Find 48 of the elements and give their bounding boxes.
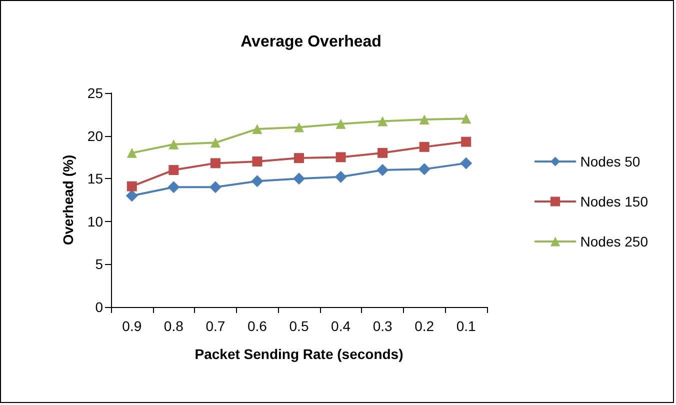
point <box>251 175 264 188</box>
y-tick-label: 5 <box>95 256 104 272</box>
x-tick-label: 0.1 <box>456 318 476 334</box>
point <box>294 153 304 164</box>
point <box>378 116 388 126</box>
y-tick-label: 0 <box>95 299 104 315</box>
point <box>418 163 430 176</box>
point <box>126 181 137 192</box>
chart-title: Average Overhead <box>240 34 382 50</box>
point <box>419 142 430 152</box>
x-tick-label: 0.3 <box>372 318 392 334</box>
point <box>210 158 220 168</box>
point <box>168 165 179 176</box>
legend-label: Nodes 50 <box>580 154 640 170</box>
y-tick-label: 15 <box>87 170 104 187</box>
point <box>376 164 389 176</box>
point <box>168 139 179 150</box>
point <box>210 138 220 148</box>
point <box>126 148 137 158</box>
point <box>461 114 472 124</box>
point <box>294 122 304 132</box>
y-tick-label: 20 <box>87 128 104 144</box>
point <box>336 118 346 129</box>
point <box>252 124 262 134</box>
point <box>460 157 472 170</box>
x-tick-label: 0.8 <box>164 318 184 334</box>
x-tick-label: 0.7 <box>206 318 226 334</box>
x-tick-label: 0.6 <box>247 318 268 334</box>
point <box>334 170 347 183</box>
y-tick-label: 25 <box>87 85 104 101</box>
point <box>378 148 388 158</box>
point <box>336 152 346 162</box>
point <box>293 172 305 185</box>
y-tick-label: 10 <box>87 213 104 230</box>
y-axis-title: Overhead (%) <box>60 154 76 246</box>
x-tick-label: 0.2 <box>414 318 434 334</box>
point <box>209 181 222 194</box>
x-tick-label: 0.4 <box>331 318 351 334</box>
legend-label: Nodes 250 <box>580 234 648 250</box>
point <box>126 190 138 202</box>
legend-label: Nodes 150 <box>580 194 648 210</box>
x-tick-label: 0.9 <box>122 318 142 334</box>
point <box>168 181 180 194</box>
x-tick-label: 0.5 <box>289 318 309 334</box>
x-axis-title: Packet Sending Rate (seconds) <box>194 346 404 362</box>
point <box>419 114 430 125</box>
point <box>252 156 262 166</box>
point <box>461 136 472 147</box>
